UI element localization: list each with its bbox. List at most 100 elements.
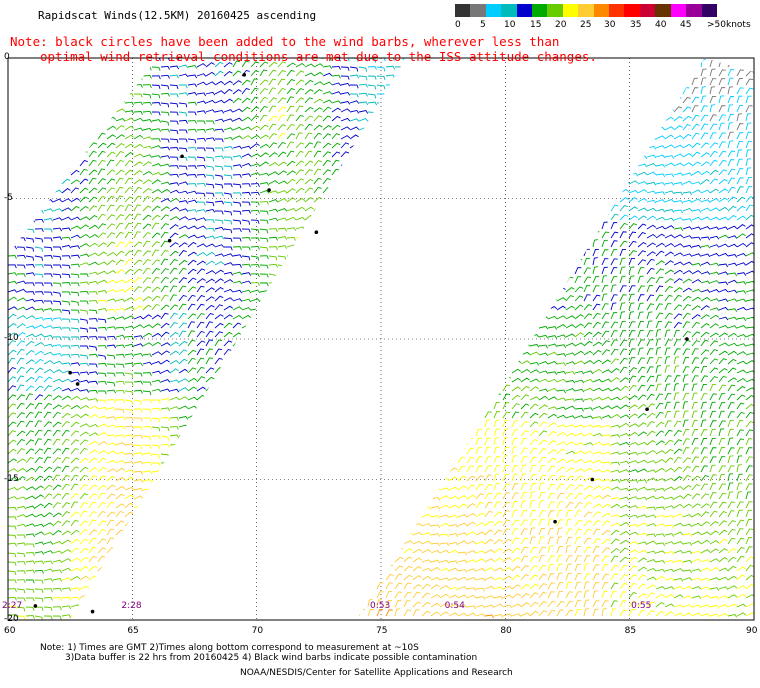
wind-barb	[88, 205, 98, 212]
wind-barb	[196, 312, 205, 320]
wind-barb	[142, 574, 152, 581]
wind-barb	[719, 319, 727, 322]
wind-barb	[449, 157, 457, 160]
wind-barb	[25, 246, 35, 252]
wind-barb	[259, 282, 269, 287]
wind-barb	[458, 440, 466, 445]
wind-barb	[710, 274, 718, 278]
wind-barb	[385, 294, 394, 302]
wind-barb	[61, 216, 72, 221]
wind-barb	[25, 200, 36, 205]
wind-barb	[746, 346, 754, 349]
wind-barb	[440, 202, 448, 206]
wind-barb	[169, 165, 179, 169]
wind-barb	[476, 404, 484, 409]
wind-barb	[259, 559, 270, 564]
wind-barb	[331, 381, 341, 387]
wind-barb	[259, 309, 269, 313]
wind-barb	[349, 241, 359, 248]
wind-barb	[449, 246, 458, 249]
wind-barb	[25, 60, 34, 68]
wind-barb	[79, 187, 89, 194]
wind-barb	[458, 589, 466, 593]
wind-barb	[214, 459, 225, 464]
wind-barb	[575, 67, 583, 71]
wind-barb	[367, 495, 378, 500]
wind-barb	[205, 109, 216, 113]
wind-barb	[25, 144, 36, 149]
wind-barb	[394, 349, 404, 356]
wind-barb	[268, 342, 279, 347]
wind-barb	[602, 112, 610, 115]
wind-barb	[358, 556, 368, 563]
wind-barb	[431, 314, 439, 319]
wind-barb	[376, 416, 387, 421]
wind-barb	[214, 552, 224, 557]
wind-barb	[259, 466, 268, 473]
wind-barb	[710, 238, 718, 241]
wind-barb	[340, 417, 350, 422]
wind-barb	[43, 522, 54, 527]
wind-barb	[124, 343, 135, 348]
wind-barb	[151, 128, 162, 132]
wind-barb	[584, 196, 591, 202]
wind-barb	[8, 496, 18, 500]
wind-barb	[440, 323, 448, 328]
wind-barb	[196, 321, 205, 329]
wind-barb	[485, 89, 493, 94]
wind-barb	[403, 405, 406, 410]
wind-barb	[358, 546, 367, 554]
wind-barb	[340, 433, 351, 438]
wind-barb	[70, 106, 80, 113]
wind-barb	[349, 118, 360, 122]
wind-barb	[602, 436, 610, 439]
wind-barb	[133, 296, 144, 302]
wind-barb	[151, 179, 161, 185]
wind-barb	[70, 344, 80, 349]
wind-barb	[322, 493, 332, 500]
wind-barb	[548, 179, 556, 184]
wind-barb	[611, 67, 619, 70]
wind-barb	[566, 251, 574, 256]
wind-barb	[178, 405, 189, 410]
wind-barb	[277, 569, 288, 573]
wind-barb	[43, 79, 53, 86]
wind-barb	[106, 519, 115, 527]
wind-barb	[196, 340, 206, 347]
wind-barb	[187, 470, 197, 475]
wind-barb	[106, 389, 117, 394]
wind-barb	[178, 358, 188, 365]
wind-barb	[169, 250, 179, 257]
wind-barb	[710, 52, 717, 58]
wind-barb	[665, 562, 673, 566]
wind-barb	[61, 96, 70, 104]
wind-barb	[205, 478, 216, 483]
wind-barb	[97, 502, 106, 509]
wind-barb	[322, 195, 331, 203]
wind-barb	[349, 555, 357, 563]
wind-barb	[602, 427, 610, 430]
wind-barb	[79, 538, 89, 545]
wind-barb	[449, 146, 458, 149]
wind-barb	[250, 324, 261, 329]
wind-barb	[647, 120, 656, 123]
wind-barb	[259, 438, 268, 446]
wind-barb	[385, 128, 396, 133]
wind-barb	[8, 430, 17, 437]
wind-barb	[422, 462, 431, 465]
wind-barb	[449, 341, 457, 346]
wind-barb	[304, 547, 314, 554]
wind-barb	[340, 468, 351, 473]
wind-barb	[304, 197, 314, 203]
wind-barb	[349, 495, 360, 500]
wind-barb	[431, 499, 439, 503]
wind-barb	[151, 111, 161, 116]
wind-barb	[629, 445, 637, 448]
wind-barb	[413, 405, 422, 409]
wind-barb	[250, 134, 261, 140]
wind-barb	[34, 142, 44, 149]
wind-barb	[313, 132, 322, 140]
wind-barb	[394, 58, 405, 61]
wind-barb	[70, 114, 79, 122]
wind-barb	[376, 138, 386, 143]
